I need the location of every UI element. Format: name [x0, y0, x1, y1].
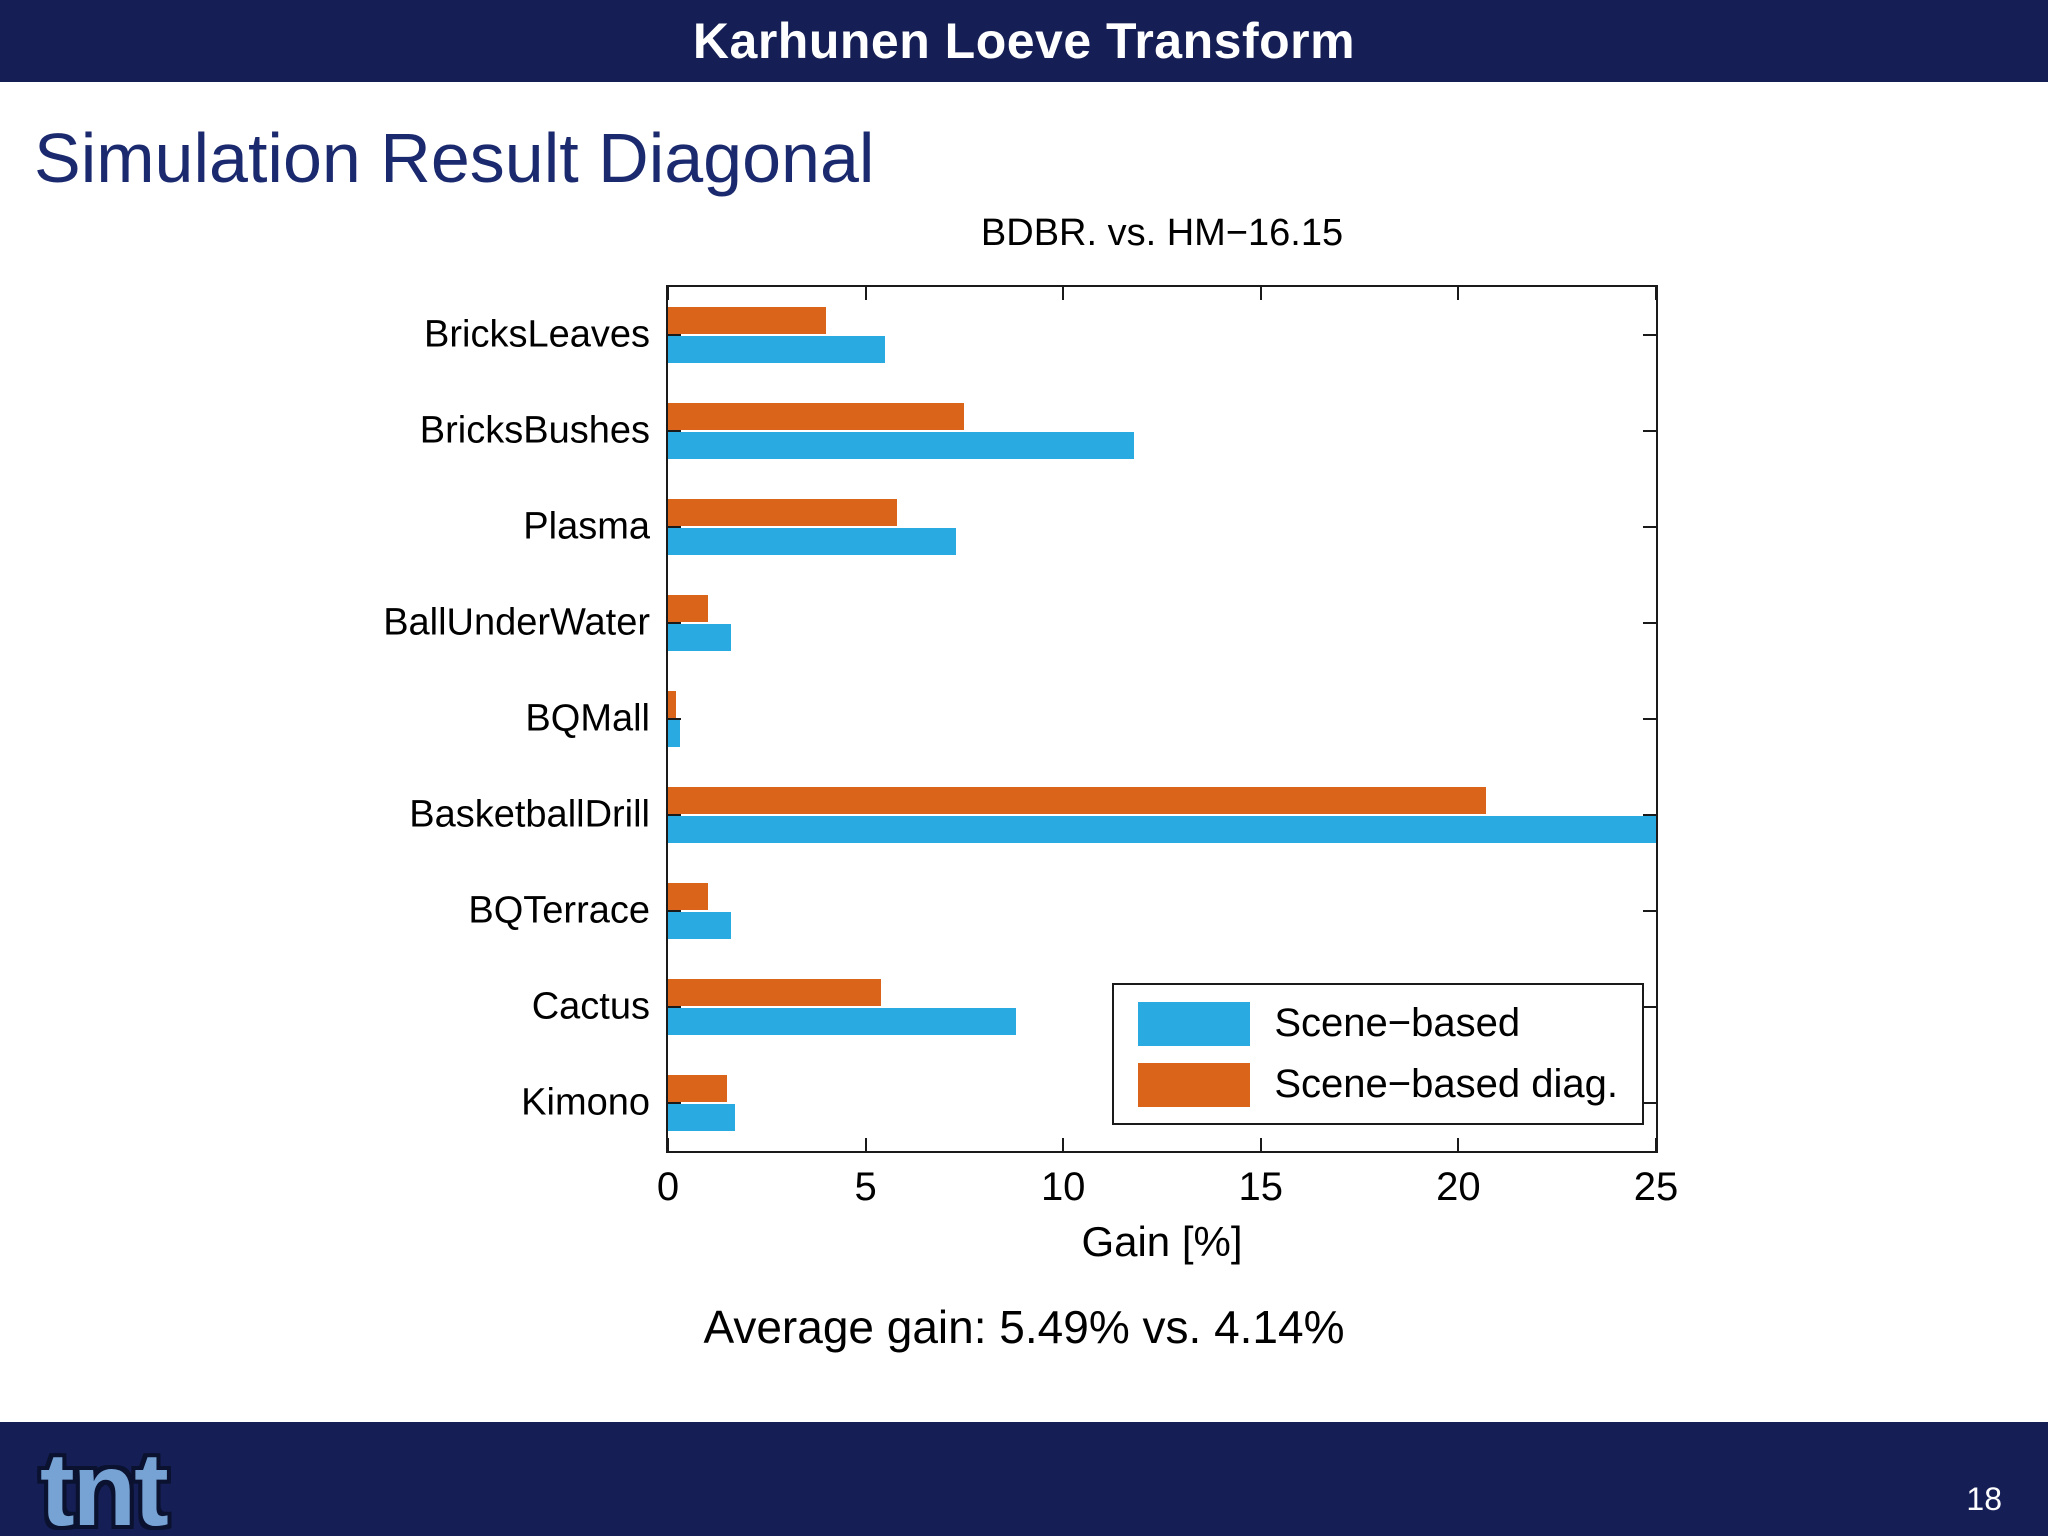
x-tick-mark	[1259, 287, 1262, 300]
x-tick-mark	[864, 287, 867, 300]
x-tick-mark	[1655, 287, 1657, 300]
bar-scene-based-diag	[668, 499, 898, 526]
legend-label-scene-based-diag: Scene−based diag.	[1274, 1062, 1618, 1106]
bar-scene-based	[668, 624, 732, 651]
legend-swatch-scene-based	[1138, 1001, 1251, 1046]
tnt-logo: tnt	[40, 1432, 169, 1536]
bar-scene-based	[668, 528, 957, 555]
bar-scene-based	[668, 720, 680, 747]
y-tick-right	[1643, 1006, 1656, 1008]
x-tick-label: 25	[1633, 1165, 1679, 1209]
y-tick-left	[668, 718, 681, 720]
bar-scene-based	[668, 816, 1656, 843]
x-tick-mark	[667, 287, 669, 300]
page-title: Simulation Result Diagonal	[34, 119, 875, 197]
category-label: BQMall	[525, 697, 650, 740]
bar-scene-based	[668, 912, 732, 939]
header-title: Karhunen Loeve Transform	[692, 13, 1356, 69]
bar-scene-based-diag	[668, 307, 827, 334]
legend-label-scene-based: Scene−based	[1274, 1001, 1521, 1045]
category-label: BallUnderWater	[383, 601, 650, 644]
bar-scene-based-diag	[668, 1075, 728, 1102]
y-tick-right	[1643, 718, 1656, 720]
legend-entry-scene-based-diag: Scene−based diag.	[1138, 1062, 1618, 1107]
y-tick-right	[1643, 1102, 1656, 1104]
bar-scene-based	[668, 1104, 736, 1131]
slide-header-bar: Karhunen Loeve Transform	[0, 0, 2048, 82]
x-tick-mark	[1457, 1138, 1460, 1151]
y-tick-left	[668, 430, 681, 432]
bar-scene-based-diag	[668, 883, 708, 910]
bar-scene-based-diag	[668, 595, 708, 622]
y-tick-left	[668, 910, 681, 912]
page-number: 18	[1966, 1481, 2002, 1517]
y-tick-left	[668, 1006, 681, 1008]
y-tick-right	[1643, 526, 1656, 528]
category-label: BasketballDrill	[409, 793, 650, 836]
x-tick-mark	[1457, 287, 1460, 300]
category-label: Plasma	[523, 505, 650, 548]
category-label: BricksBushes	[419, 409, 650, 452]
y-tick-left	[668, 526, 681, 528]
y-tick-right	[1643, 622, 1656, 624]
average-gain-note: Average gain: 5.49% vs. 4.14%	[703, 1301, 1345, 1353]
x-tick-label: 5	[854, 1165, 877, 1209]
x-tick-mark	[1655, 1138, 1657, 1151]
slide-footer-bar: tnt 18	[0, 1422, 2048, 1536]
bar-scene-based-diag	[668, 691, 676, 718]
chart-legend: Scene−based Scene−based diag.	[1112, 983, 1644, 1125]
x-tick-label: 10	[1040, 1165, 1086, 1209]
x-tick-mark	[1259, 1138, 1262, 1151]
chart-title: BDBR. vs. HM−16.15	[980, 212, 1344, 254]
category-label: BricksLeaves	[424, 313, 650, 356]
x-tick-label: 0	[656, 1165, 680, 1209]
y-tick-right	[1643, 814, 1656, 816]
bar-scene-based	[668, 432, 1135, 459]
x-tick-label: 15	[1238, 1165, 1284, 1209]
bar-scene-based	[668, 336, 886, 363]
bar-scene-based	[668, 1008, 1016, 1035]
y-tick-right	[1643, 334, 1656, 336]
legend-swatch-scene-based-diag	[1138, 1062, 1251, 1107]
bar-scene-based-diag	[668, 787, 1487, 814]
y-tick-right	[1643, 910, 1656, 912]
y-tick-left	[668, 1102, 681, 1104]
category-label: Kimono	[521, 1081, 650, 1124]
y-tick-right	[1643, 430, 1656, 432]
category-label: BQTerrace	[468, 889, 650, 932]
x-tick-mark	[667, 1138, 669, 1151]
y-tick-left	[668, 622, 681, 624]
x-tick-mark	[1062, 287, 1065, 300]
x-axis-label: Gain [%]	[1081, 1218, 1243, 1265]
bar-scene-based-diag	[668, 403, 965, 430]
category-label: Cactus	[531, 985, 650, 1028]
y-tick-left	[668, 814, 681, 816]
chart-plot-area: Scene−based Scene−based diag. BricksLeav…	[383, 285, 1678, 1209]
x-tick-label: 20	[1436, 1165, 1481, 1209]
legend-entry-scene-based: Scene−based	[1138, 1001, 1618, 1046]
x-tick-mark	[1062, 1138, 1065, 1151]
y-tick-left	[668, 334, 681, 336]
x-tick-mark	[864, 1138, 867, 1151]
bar-scene-based-diag	[668, 979, 882, 1006]
